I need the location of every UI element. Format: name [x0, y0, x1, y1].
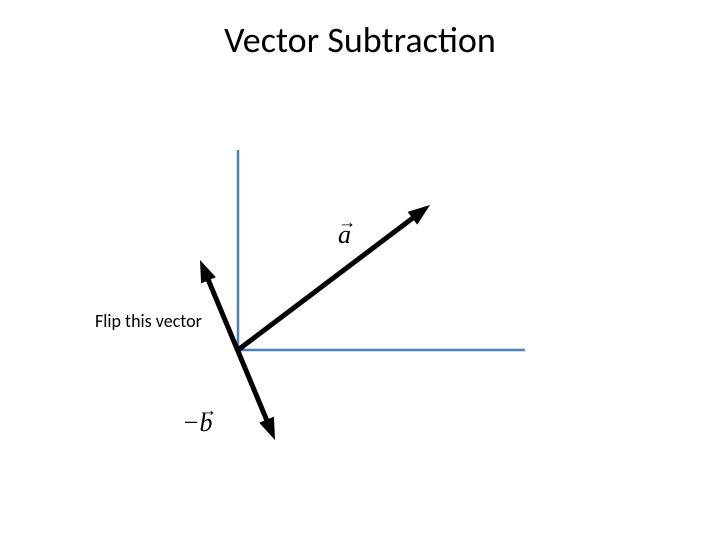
diagram-canvas	[0, 0, 720, 540]
